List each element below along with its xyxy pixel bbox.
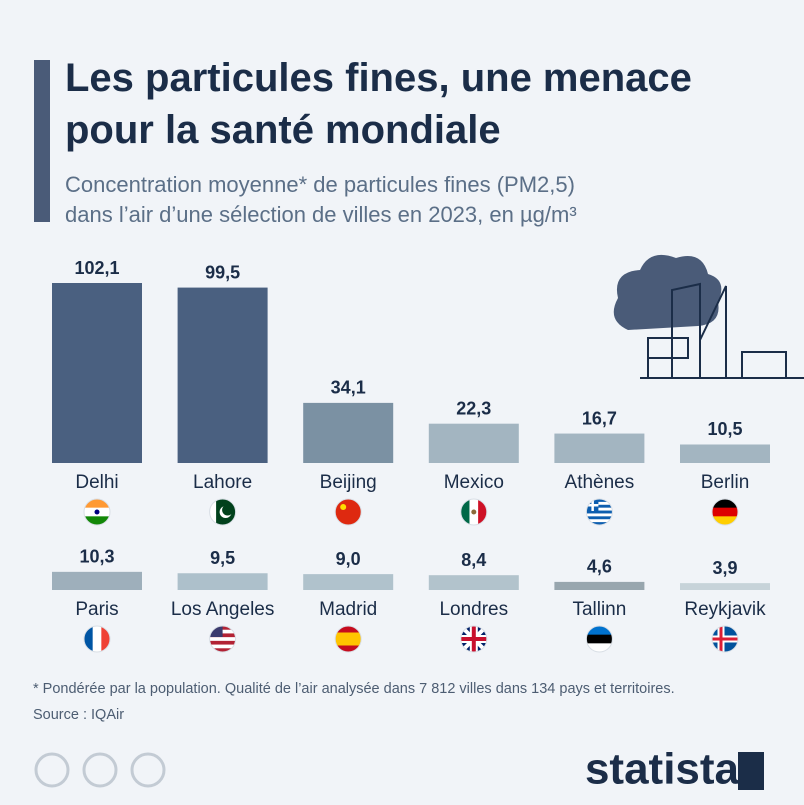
flag-stripe xyxy=(210,637,236,641)
flag-stripe xyxy=(335,639,361,646)
bar xyxy=(303,574,393,590)
category-label: Reykjavik xyxy=(684,599,766,620)
value-label: 3,9 xyxy=(712,558,737,578)
flag-stripe xyxy=(586,513,612,516)
title-line: Les particules fines, une menace xyxy=(65,52,692,104)
flag-stripe xyxy=(210,641,236,645)
value-label: 10,3 xyxy=(79,547,114,567)
flag-stripe xyxy=(335,646,361,653)
bar xyxy=(178,288,268,463)
flag-stripe xyxy=(586,635,612,644)
bar xyxy=(429,424,519,463)
flag-stripe xyxy=(712,499,738,508)
value-label: 102,1 xyxy=(74,258,119,278)
bar xyxy=(303,403,393,463)
value-label: 4,6 xyxy=(587,557,612,577)
footnote: * Pondérée par la population. Qualité de… xyxy=(33,681,675,697)
flag-stripe xyxy=(712,508,738,517)
subtitle-line: dans l’air d’une sélection de villes en … xyxy=(65,200,577,230)
category-label: Berlin xyxy=(701,472,750,493)
subtitle-line: Concentration moyenne* de particules fin… xyxy=(65,170,577,200)
bar xyxy=(429,575,519,590)
flag-cross xyxy=(472,626,476,652)
value-label: 34,1 xyxy=(331,378,366,398)
license-icons xyxy=(36,754,164,786)
flag-emblem xyxy=(222,505,233,516)
bar xyxy=(52,572,142,590)
category-label: Delhi xyxy=(75,472,118,493)
chart-title: Les particules fines, une menace pour la… xyxy=(65,52,692,156)
bar xyxy=(554,582,644,590)
bar xyxy=(554,434,644,463)
subtitle: Concentration moyenne* de particules fin… xyxy=(65,170,577,230)
flag-stripe xyxy=(84,499,110,508)
flag-stripe xyxy=(84,626,93,652)
flag-stripe xyxy=(93,626,102,652)
title-line: pour la santé mondiale xyxy=(65,104,692,156)
category-label: Paris xyxy=(75,599,118,620)
category-label: Los Angeles xyxy=(171,599,275,620)
flag-stripe xyxy=(586,626,612,635)
value-label: 10,5 xyxy=(707,419,742,439)
category-label: Mexico xyxy=(444,472,504,493)
bar xyxy=(680,583,770,590)
flag-cross xyxy=(712,638,738,641)
value-label: 99,5 xyxy=(205,262,240,282)
value-label: 9,5 xyxy=(210,548,235,568)
source: Source : IQAir xyxy=(33,707,124,723)
flag-stripe xyxy=(586,511,612,514)
logo: statista xyxy=(585,745,740,794)
category-label: Lahore xyxy=(193,472,252,493)
value-label: 9,0 xyxy=(336,549,361,569)
category-label: Beijing xyxy=(320,472,377,493)
bar xyxy=(680,444,770,463)
value-label: 16,7 xyxy=(582,408,617,428)
flag-emblem xyxy=(471,510,476,515)
category-label: Londres xyxy=(439,599,508,620)
illustration xyxy=(614,255,804,378)
page: statista 102,1 Delhi 99,5 Lahore 34,1 Beijing… xyxy=(0,0,804,805)
flag-stripe xyxy=(586,499,612,502)
logo-icon xyxy=(738,752,764,790)
category-label: Madrid xyxy=(319,599,377,620)
value-label: 22,3 xyxy=(456,398,491,418)
accent-bar xyxy=(34,60,50,222)
bar xyxy=(52,283,142,463)
value-label: 8,4 xyxy=(461,550,486,570)
flag-stripe xyxy=(461,499,470,525)
category-label: Athènes xyxy=(565,472,635,493)
flag-stripe xyxy=(586,516,612,519)
category-label: Tallinn xyxy=(572,599,626,620)
flag-emblem xyxy=(340,504,346,510)
bar xyxy=(178,573,268,590)
flag-emblem xyxy=(95,510,100,515)
flag-stripe xyxy=(335,633,361,640)
flag-cross xyxy=(720,626,723,652)
